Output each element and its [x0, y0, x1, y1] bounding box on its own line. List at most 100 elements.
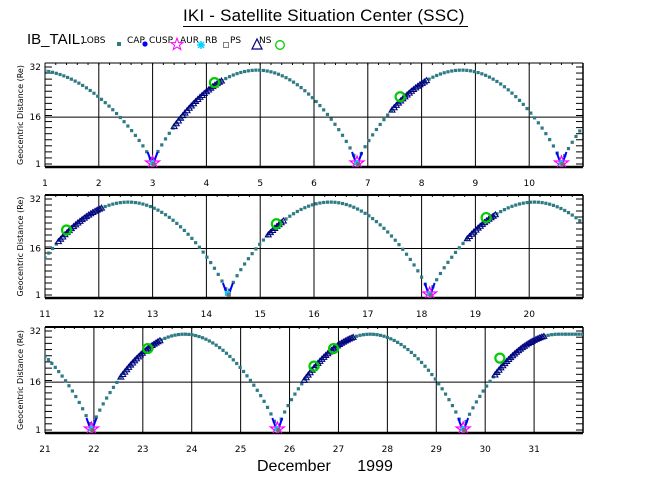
- lobs-point: [45, 256, 47, 260]
- lobs-point: [303, 206, 307, 210]
- lobs-point: [313, 364, 318, 368]
- lobs-point: [517, 202, 522, 206]
- lobs-point: [246, 69, 250, 73]
- lobs-point: [224, 76, 228, 81]
- lobs-point: [137, 138, 141, 143]
- x-tick-label: 26: [284, 445, 296, 455]
- lobs-point: [46, 358, 51, 362]
- lobs-point: [570, 213, 574, 217]
- lobs-point: [284, 76, 288, 80]
- lobs-point: [70, 389, 74, 393]
- lobs-point: [288, 78, 292, 82]
- lobs-point: [461, 241, 465, 246]
- ps-point: [196, 93, 204, 100]
- lobs-point: [84, 86, 89, 90]
- lobs-point: [371, 216, 375, 221]
- ps-point: [73, 219, 82, 226]
- lobs-point: [433, 377, 437, 381]
- ps-point: [323, 349, 332, 357]
- x-tick-label: 18: [416, 310, 428, 320]
- lobs-point: [295, 209, 299, 214]
- lobs-point: [344, 202, 348, 207]
- y-tick-label: 1: [35, 160, 41, 170]
- lobs-point: [450, 69, 454, 73]
- lobs-point: [408, 257, 412, 262]
- lobs-point: [525, 200, 529, 205]
- lobs-point: [205, 255, 209, 259]
- lobs-point: [299, 207, 303, 212]
- lobs-point: [536, 121, 540, 125]
- lobs-point: [307, 204, 311, 208]
- lobs-point: [443, 392, 448, 396]
- y-tick-label: 16: [30, 378, 42, 388]
- legend-ps-icon: [251, 37, 263, 50]
- lobs-point: [259, 394, 263, 398]
- lobs-point: [175, 221, 179, 226]
- lobs-point: [446, 260, 450, 264]
- lobs-point: [325, 200, 330, 204]
- lobs-point: [435, 73, 439, 78]
- ps-point: [508, 351, 517, 359]
- ps-point: [506, 353, 515, 361]
- lobs-point: [413, 353, 417, 358]
- cusp-point: [552, 154, 571, 167]
- lobs-point: [286, 404, 290, 408]
- lobs-point: [194, 333, 198, 338]
- lobs-point: [333, 122, 337, 126]
- x-tick-label: 15: [254, 310, 265, 320]
- lobs-point: [103, 101, 107, 105]
- lobs-point: [280, 74, 284, 78]
- lobs-point: [205, 89, 209, 93]
- x-tick-label: 8: [419, 179, 425, 189]
- ps-point: [319, 353, 328, 360]
- lobs-point: [519, 347, 523, 351]
- lobs-point: [81, 83, 85, 88]
- lobs-point: [367, 214, 371, 218]
- x-tick-label: 12: [93, 310, 104, 320]
- lobs-point: [567, 332, 571, 336]
- lobs-point: [58, 238, 62, 242]
- ps-point: [411, 83, 420, 91]
- ps-point: [200, 89, 209, 97]
- lobs-point: [525, 107, 529, 111]
- ps-point: [474, 224, 482, 231]
- y-tick-label: 16: [30, 113, 42, 123]
- lobs-point: [498, 366, 502, 371]
- lobs-point: [442, 71, 446, 75]
- lobs-point: [289, 398, 294, 402]
- lobs-point: [502, 85, 507, 89]
- y-tick-label: 32: [30, 63, 41, 73]
- lobs-point: [322, 200, 326, 205]
- lobs-point: [359, 209, 363, 213]
- lobs-point: [228, 354, 232, 359]
- x-tick-label: 30: [479, 445, 491, 455]
- lobs-point: [574, 134, 578, 139]
- lobs-point: [182, 112, 186, 116]
- rb-point: [428, 293, 433, 297]
- lobs-point: [163, 336, 167, 340]
- lobs-point: [374, 219, 379, 224]
- lobs-point: [566, 211, 571, 215]
- lobs-point: [209, 260, 213, 265]
- lobs-point: [487, 217, 491, 221]
- lobs-point: [220, 79, 224, 83]
- lobs-point: [401, 247, 405, 251]
- lobs-point: [577, 332, 581, 336]
- lobs-point: [77, 81, 81, 85]
- lobs-point: [393, 238, 397, 242]
- lobs-point: [481, 389, 485, 393]
- month-label: December: [257, 458, 331, 475]
- x-tick-label: 2: [96, 179, 102, 189]
- lobs-point: [465, 68, 469, 72]
- lobs-point: [529, 200, 533, 204]
- rb-point: [560, 162, 565, 166]
- y-axis-title: Geocentric Distance (Re): [16, 197, 25, 297]
- lobs-point: [107, 104, 111, 108]
- ps-point: [154, 337, 162, 345]
- lobs-point: [74, 394, 78, 399]
- ps-point: [420, 77, 429, 85]
- lobs-point: [262, 399, 266, 403]
- legend-rb-icon: [223, 42, 229, 48]
- lobs-point: [406, 347, 410, 352]
- lobs-point: [81, 407, 85, 411]
